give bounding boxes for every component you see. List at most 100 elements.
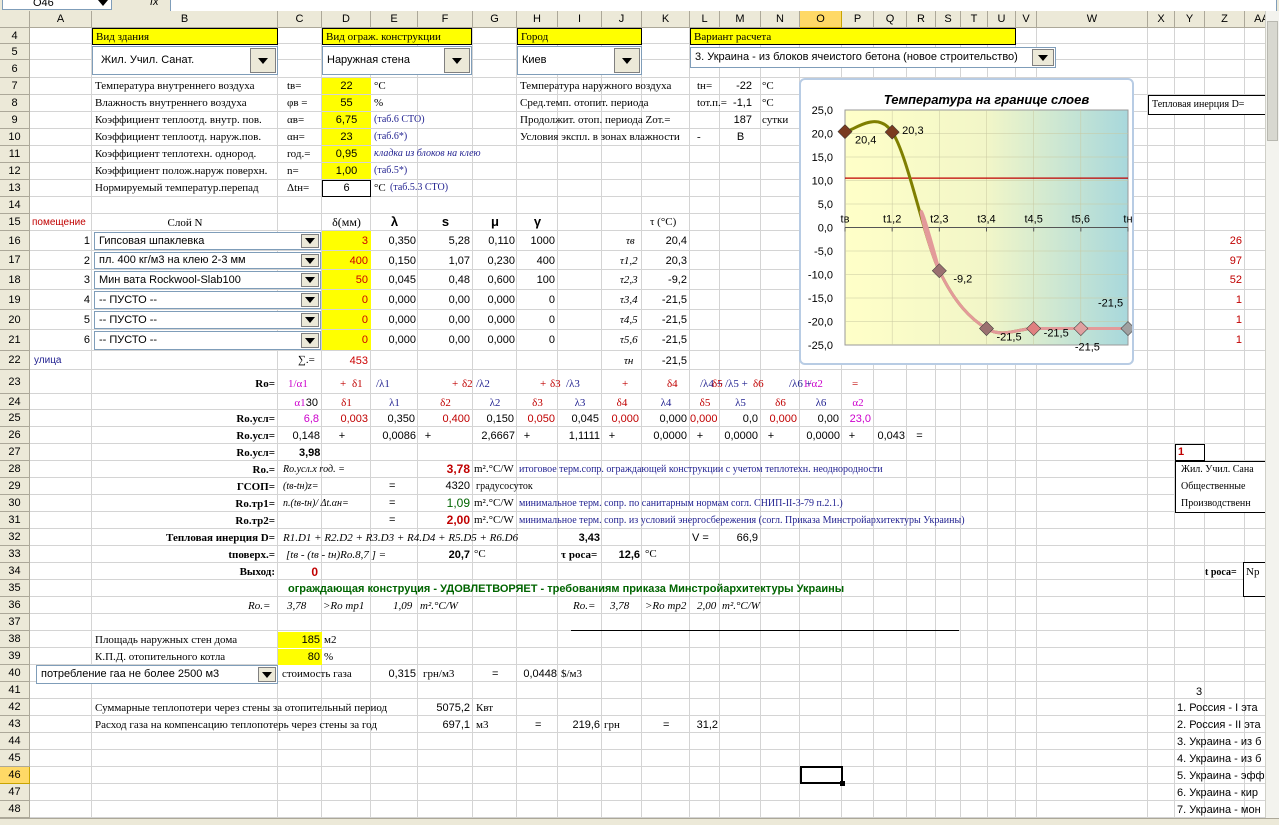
row-header-16[interactable]: 16: [0, 231, 30, 251]
variant-select[interactable]: 3. Украина - из блоков ячеистого бетона …: [690, 47, 1056, 68]
thickness-cell[interactable]: [322, 330, 371, 350]
param-input-cell[interactable]: [322, 95, 371, 111]
thickness-cell[interactable]: [322, 290, 371, 309]
chevron-down-icon[interactable]: [444, 48, 470, 73]
column-header-a[interactable]: A: [30, 11, 92, 28]
row-header-14[interactable]: 14: [0, 197, 30, 214]
row-header-28[interactable]: 28: [0, 461, 30, 478]
row-header-29[interactable]: 29: [0, 478, 30, 495]
thickness-cell[interactable]: [322, 251, 371, 269]
row-header-31[interactable]: 31: [0, 512, 30, 529]
column-header-x[interactable]: X: [1148, 11, 1175, 28]
row-header-42[interactable]: 42: [0, 699, 30, 716]
column-header-b[interactable]: B: [92, 11, 278, 28]
column-header-k[interactable]: K: [642, 11, 690, 28]
row-header-33[interactable]: 33: [0, 546, 30, 563]
selected-type-cell[interactable]: [1175, 444, 1205, 461]
layer-select[interactable]: Мин вата Rockwool-Slab100: [94, 271, 321, 289]
column-header-d[interactable]: D: [322, 11, 371, 28]
boiler-efficiency-cell[interactable]: [278, 649, 322, 665]
chevron-down-icon[interactable]: [96, 0, 110, 8]
vertical-scrollbar[interactable]: [1265, 11, 1279, 818]
chevron-down-icon[interactable]: [614, 48, 640, 73]
row-header-6[interactable]: 6: [0, 60, 30, 78]
row-header-45[interactable]: 45: [0, 750, 30, 767]
row-header-40[interactable]: 40: [0, 665, 30, 682]
row-header-11[interactable]: 11: [0, 146, 30, 163]
variant-list-item[interactable]: 4. Украина - из б: [1177, 753, 1262, 765]
chevron-down-icon[interactable]: [301, 273, 319, 287]
variant-list-item[interactable]: 3. Украина - из б: [1177, 736, 1262, 748]
chevron-down-icon[interactable]: [301, 234, 319, 248]
column-header-c[interactable]: C: [278, 11, 322, 28]
layer-select[interactable]: -- ПУСТО --: [94, 291, 321, 309]
row-header-13[interactable]: 13: [0, 180, 30, 197]
column-header-z[interactable]: Z: [1205, 11, 1245, 28]
row-header-22[interactable]: 22: [0, 351, 30, 370]
select-all-corner[interactable]: [0, 11, 30, 28]
variant-list-item[interactable]: 5. Украина - эфф: [1177, 770, 1265, 782]
row-header-19[interactable]: 19: [0, 290, 30, 310]
row-header-30[interactable]: 30: [0, 495, 30, 512]
row-header-48[interactable]: 48: [0, 801, 30, 818]
row-header-39[interactable]: 39: [0, 648, 30, 665]
column-header-q[interactable]: Q: [874, 11, 907, 28]
temperature-chart[interactable]: Температура на границе слоев 25,0 20,0 15,0…: [799, 78, 1134, 365]
column-header-f[interactable]: F: [418, 11, 473, 28]
row-header-12[interactable]: 12: [0, 163, 30, 180]
chevron-down-icon[interactable]: [1032, 49, 1054, 66]
chevron-down-icon[interactable]: [258, 667, 276, 682]
row-header-34[interactable]: 34: [0, 563, 30, 580]
chevron-down-icon[interactable]: [250, 48, 276, 73]
column-header-p[interactable]: P: [842, 11, 874, 28]
column-header-h[interactable]: H: [517, 11, 558, 28]
active-cell-selection[interactable]: [800, 766, 843, 784]
chevron-down-icon[interactable]: [301, 313, 319, 327]
name-box[interactable]: O46: [2, 0, 112, 10]
column-header-g[interactable]: G: [473, 11, 517, 28]
param-input-cell[interactable]: [322, 129, 371, 145]
row-header-15[interactable]: 15: [0, 214, 30, 231]
chevron-down-icon[interactable]: [301, 254, 319, 267]
sheet-tab-bar[interactable]: [0, 818, 1279, 825]
column-header-n[interactable]: N: [761, 11, 800, 28]
fill-handle[interactable]: [840, 781, 845, 786]
row-header-25[interactable]: 25: [0, 410, 30, 427]
row-header-10[interactable]: 10: [0, 129, 30, 146]
row-header-36[interactable]: 36: [0, 597, 30, 614]
param-input-cell[interactable]: [322, 146, 371, 162]
row-header-43[interactable]: 43: [0, 716, 30, 733]
row-header-23[interactable]: 23: [0, 370, 30, 394]
column-header-u[interactable]: U: [988, 11, 1016, 28]
scrollbar-thumb[interactable]: [1267, 21, 1278, 141]
building-type-select[interactable]: Жил. Учил. Санат.: [92, 46, 278, 75]
chevron-down-icon[interactable]: [301, 293, 319, 307]
row-header-9[interactable]: 9: [0, 112, 30, 129]
row-header-35[interactable]: 35: [0, 580, 30, 597]
thickness-cell[interactable]: [322, 270, 371, 289]
row-header-32[interactable]: 32: [0, 529, 30, 546]
building-type-item[interactable]: Производственн: [1181, 498, 1251, 509]
column-header-i[interactable]: I: [558, 11, 602, 28]
column-header-m[interactable]: M: [720, 11, 761, 28]
row-header-7[interactable]: 7: [0, 78, 30, 95]
variant-list-item[interactable]: 2. Россия - II эта: [1177, 719, 1261, 731]
column-header-y[interactable]: Y: [1175, 11, 1205, 28]
wall-area-cell[interactable]: [278, 632, 322, 648]
thickness-cell[interactable]: [322, 310, 371, 329]
row-header-38[interactable]: 38: [0, 631, 30, 648]
row-header-21[interactable]: 21: [0, 330, 30, 351]
chevron-down-icon[interactable]: [301, 333, 319, 348]
layer-select[interactable]: -- ПУСТО --: [94, 331, 321, 350]
param-input-cell[interactable]: [322, 163, 371, 179]
layer-select[interactable]: -- ПУСТО --: [94, 311, 321, 329]
row-header-24[interactable]: 24: [0, 394, 30, 410]
thickness-cell[interactable]: [322, 231, 371, 250]
row-header-8[interactable]: 8: [0, 95, 30, 112]
city-select[interactable]: Киев: [517, 46, 642, 75]
column-header-j[interactable]: J: [602, 11, 642, 28]
column-header-w[interactable]: W: [1037, 11, 1148, 28]
row-header-5[interactable]: 5: [0, 44, 30, 60]
layer-select[interactable]: пл. 400 кг/м3 на клею 2-3 мм: [94, 252, 321, 269]
param-input-cell[interactable]: [322, 78, 371, 94]
